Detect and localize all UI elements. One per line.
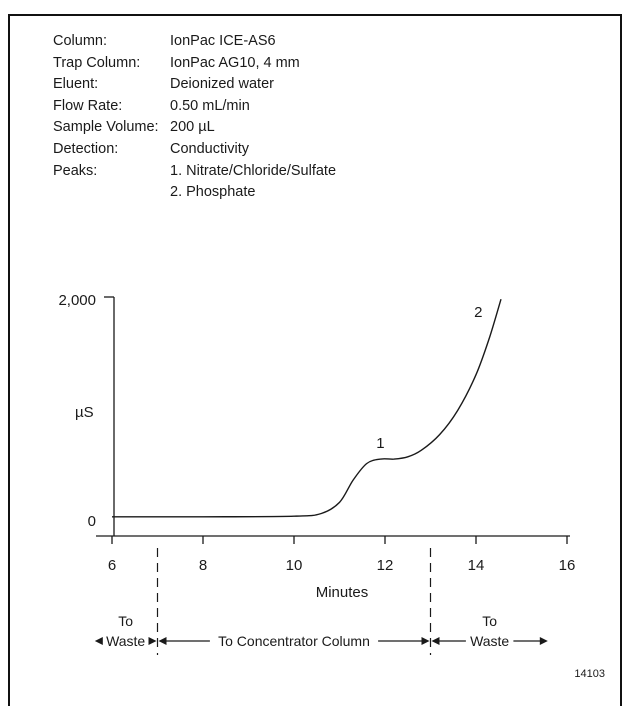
y-tick-labels: 0 2,000 (58, 292, 96, 530)
param-label: Eluent: (53, 76, 99, 93)
x-tick-label: 16 (559, 557, 576, 574)
param-value: IonPac ICE-AS6 (170, 33, 276, 49)
x-tick-label: 12 (377, 557, 394, 574)
arrow-head-right (421, 637, 430, 645)
peak-labels: 12 (376, 304, 482, 452)
param-value: 200 µL (170, 119, 215, 136)
param-flow-rate: Flow Rate: 0.50 mL/min (53, 96, 336, 118)
region-label: Waste (106, 633, 145, 649)
param-trap-column: Trap Column: IonPac AG10, 4 mm (53, 53, 336, 75)
x-tick-label: 6 (108, 557, 116, 574)
param-column: Column: IonPac ICE-AS6 (53, 31, 336, 53)
x-tick-label: 14 (468, 557, 485, 574)
param-label: Peaks: (53, 162, 98, 179)
peak-label: 1 (376, 435, 384, 452)
y-tick-label: 2,000 (58, 292, 96, 309)
param-label: Column: (53, 33, 107, 49)
param-eluent: Eluent: Deionized water (53, 74, 336, 96)
region-label-top: To (482, 613, 497, 629)
param-value: 1. Nitrate/Chloride/Sulfate 2. Phosphate (170, 162, 337, 201)
param-sample-volume: Sample Volume: 200 µL (53, 117, 336, 139)
valve-markers (156, 548, 432, 655)
region-label: To Concentrator Column (218, 633, 370, 649)
param-value: Deionized water (170, 76, 274, 93)
y-tick-label: 0 (88, 513, 96, 530)
param-value: 0.50 mL/min (170, 97, 250, 114)
param-detection: Detection: Conductivity (53, 139, 336, 161)
arrow-head-left (94, 637, 103, 645)
arrow-head-right (539, 637, 548, 645)
figure-number: 14103 (574, 668, 605, 680)
x-ticks: 6 8 10 12 14 16 (108, 536, 576, 574)
param-value: Conductivity (170, 140, 249, 157)
param-label: Sample Volume: (53, 119, 159, 136)
arrow-head-left (158, 637, 167, 645)
arrow-head-left (431, 637, 440, 645)
region-label-top: To (118, 613, 133, 629)
param-peaks: Peaks: 1. Nitrate/Chloride/Sulfate 2. Ph… (53, 161, 336, 204)
series-line (111, 298, 502, 518)
parameters-table: Column: IonPac ICE-AS6 Trap Column: IonP… (53, 31, 336, 204)
y-axis-label: µS (75, 404, 94, 421)
param-label: Flow Rate: (53, 97, 123, 114)
peak-label: 2 (474, 304, 482, 321)
arrow-head-right (148, 637, 157, 645)
axes (96, 296, 570, 537)
param-label: Trap Column: (53, 54, 141, 71)
x-axis-label: Minutes (316, 584, 369, 601)
figure-frame (8, 14, 622, 706)
x-tick-label: 10 (286, 557, 303, 574)
param-value: IonPac AG10, 4 mm (170, 54, 300, 71)
region-label: Waste (470, 633, 509, 649)
param-label: Detection: (53, 140, 119, 157)
x-tick-label: 8 (199, 557, 207, 574)
flow-regions: Waste To To Concentrator Column Waste To (94, 613, 548, 649)
